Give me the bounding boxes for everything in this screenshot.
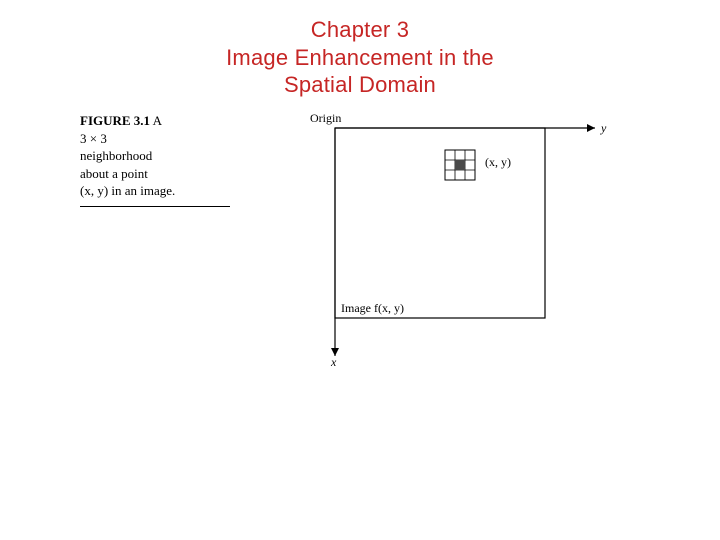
title-line-3: Spatial Domain bbox=[0, 71, 720, 99]
x-axis-label: x bbox=[330, 355, 337, 368]
title-line-2: Image Enhancement in the bbox=[0, 44, 720, 72]
image-rect bbox=[335, 128, 545, 318]
caption-line-4: about a point bbox=[80, 165, 230, 183]
origin-label: Origin bbox=[310, 111, 341, 125]
caption-line-1: FIGURE 3.1 A bbox=[80, 112, 230, 130]
y-axis-arrowhead bbox=[587, 124, 595, 132]
caption-divider bbox=[80, 206, 230, 207]
title-line-1: Chapter 3 bbox=[0, 16, 720, 44]
y-axis-label: y bbox=[600, 121, 607, 135]
caption-line-5: (x, y) in an image. bbox=[80, 182, 230, 200]
image-function-label: Image f(x, y) bbox=[341, 301, 404, 315]
caption-line-3: neighborhood bbox=[80, 147, 230, 165]
figure-caption: FIGURE 3.1 A 3 × 3 neighborhood about a … bbox=[80, 112, 230, 207]
figure-label: FIGURE 3.1 bbox=[80, 113, 150, 128]
slide-title: Chapter 3 Image Enhancement in the Spati… bbox=[0, 16, 720, 99]
caption-after-label: A bbox=[150, 113, 162, 128]
neighborhood-grid bbox=[445, 150, 475, 180]
point-label: (x, y) bbox=[485, 155, 511, 169]
figure-diagram: Origin y x (x, y) Image f(x, y) bbox=[245, 108, 625, 368]
neighborhood-center-cell bbox=[455, 160, 465, 170]
caption-line-2: 3 × 3 bbox=[80, 130, 230, 148]
